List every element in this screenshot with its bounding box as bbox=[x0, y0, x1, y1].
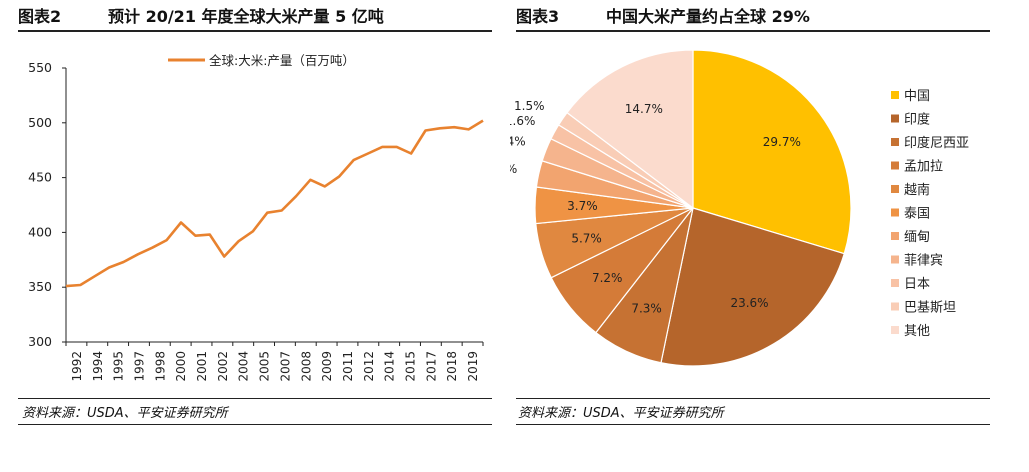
legend-label: 其他 bbox=[904, 324, 930, 339]
slice-value-label: 3.7% bbox=[567, 199, 598, 213]
legend-swatch bbox=[891, 91, 899, 99]
legend-swatch bbox=[891, 255, 899, 264]
y-tick-label: 300 bbox=[28, 334, 52, 349]
legend-label: 日本 bbox=[904, 277, 930, 292]
legend-swatch bbox=[891, 302, 899, 311]
y-tick-label: 500 bbox=[28, 115, 52, 130]
x-tick-label: 1994 bbox=[91, 351, 105, 382]
legend-label: 越南 bbox=[904, 182, 930, 198]
y-tick-label: 450 bbox=[28, 170, 52, 185]
legend-swatch bbox=[891, 279, 899, 287]
x-tick-label: 1997 bbox=[132, 351, 146, 382]
x-tick-label: 2019 bbox=[466, 351, 480, 382]
figure-panel-left: 图表2 预计 20/21 年度全球大米产量 5 亿吨 全球:大米:产量（百万吨） … bbox=[0, 0, 498, 472]
pie-data-labels: 29.7% 23.6% 7.3% 7.2% 5.7% 3.7% 2.7% 2.4% 1.6%1.… bbox=[510, 99, 801, 315]
x-tick-label: 2014 bbox=[383, 351, 397, 382]
source-rule bbox=[516, 398, 990, 399]
pie-slice bbox=[660, 207, 845, 367]
x-tick-label: 2004 bbox=[237, 351, 251, 382]
legend-swatch bbox=[891, 161, 899, 170]
legend-label: 印度 bbox=[904, 112, 930, 128]
figure-title: 预计 20/21 年度全球大米产量 5 亿吨 bbox=[108, 7, 384, 26]
chart-legend: 全球:大米:产量（百万吨） bbox=[168, 53, 355, 68]
pie-slice bbox=[566, 49, 694, 210]
slice-value-label: 7.3% bbox=[631, 301, 662, 315]
series-line bbox=[65, 119, 484, 288]
x-tick-labels: 1992 1994 1995 1997 1998 2000 2001 2002 2004 2005… bbox=[70, 351, 480, 382]
x-tick-label: 2000 bbox=[174, 351, 188, 382]
y-tick-labels: 300 350 400 450 500 550 bbox=[28, 60, 52, 349]
x-tick-label: 1995 bbox=[112, 351, 126, 382]
x-tick-label: 2005 bbox=[258, 351, 272, 382]
x-tick-label: 2018 bbox=[445, 351, 459, 382]
pie-chart: 29.7% 23.6% 7.3% 7.2% 5.7% 3.7% 2.7% 2.4% 1.6%1.… bbox=[510, 49, 969, 367]
pie-slices bbox=[534, 49, 852, 367]
x-tick-label: 1992 bbox=[70, 351, 84, 382]
x-tick-label: 2008 bbox=[299, 351, 313, 382]
legend-label: 泰国 bbox=[904, 207, 930, 222]
figure-title: 中国大米产量约占全球 29% bbox=[606, 7, 810, 26]
legend-label: 全球:大米:产量（百万吨） bbox=[209, 53, 355, 68]
x-tick-label: 2015 bbox=[404, 351, 418, 382]
legend-swatch bbox=[891, 114, 899, 123]
source-rule bbox=[18, 398, 492, 399]
header-rule bbox=[516, 30, 990, 32]
y-tick-label: 350 bbox=[28, 279, 52, 294]
legend-label: 菲律宾 bbox=[904, 253, 943, 269]
slice-value-label: 1.6% bbox=[510, 114, 535, 128]
legend-swatch bbox=[891, 232, 899, 240]
chart-axes bbox=[62, 67, 484, 346]
source-note: 资料来源：USDA、平安证券研究所 bbox=[22, 406, 228, 421]
x-tick-label: 2002 bbox=[216, 351, 230, 382]
x-tick-label: 2007 bbox=[278, 351, 292, 382]
slice-value-label: 29.7% bbox=[763, 135, 801, 149]
x-tick-label: 2011 bbox=[341, 351, 355, 382]
legend-label: 印度尼西亚 bbox=[904, 135, 969, 151]
x-tick-label: 2017 bbox=[424, 351, 438, 382]
y-tick-label: 400 bbox=[28, 224, 52, 239]
source-note: 资料来源：USDA、平安证券研究所 bbox=[518, 406, 724, 421]
x-tick-label: 2009 bbox=[320, 351, 334, 382]
header-rule bbox=[18, 30, 492, 32]
bottom-rule bbox=[516, 424, 990, 425]
figure-panel-right: 图表3 中国大米产量约占全球 29% 29.7% 23.6% 7.3% 7.2% 5.7%… bbox=[510, 0, 1029, 472]
legend-swatch bbox=[891, 138, 899, 146]
slice-value-label: 1.5% bbox=[514, 99, 545, 113]
x-tick-label: 2001 bbox=[195, 351, 209, 382]
slice-value-label: 23.6% bbox=[730, 296, 768, 310]
figure-number: 图表3 bbox=[516, 7, 560, 26]
legend-label: 孟加拉 bbox=[904, 160, 943, 175]
slice-value-label: 2.4% bbox=[510, 135, 526, 149]
legend-label: 中国 bbox=[904, 89, 930, 104]
legend-label: 巴基斯坦 bbox=[904, 301, 956, 316]
legend-swatch bbox=[891, 208, 899, 217]
slice-value-label: 2.7% bbox=[510, 162, 517, 176]
x-tick-label: 2012 bbox=[362, 351, 376, 382]
legend-swatch bbox=[891, 326, 899, 334]
pie-slice bbox=[692, 49, 852, 255]
y-tick-label: 550 bbox=[28, 60, 52, 75]
figure-number: 图表2 bbox=[18, 7, 62, 26]
slice-value-label: 5.7% bbox=[571, 231, 602, 245]
figure-header: 图表2 预计 20/21 年度全球大米产量 5 亿吨 bbox=[18, 6, 492, 28]
bottom-rule bbox=[18, 424, 492, 425]
x-tick-label: 1998 bbox=[153, 351, 167, 382]
slice-value-label: 7.2% bbox=[592, 271, 623, 285]
slice-value-label: 14.7% bbox=[625, 102, 663, 116]
legend-swatch bbox=[891, 185, 899, 193]
figure-header: 图表3 中国大米产量约占全球 29% bbox=[516, 6, 990, 28]
legend-label: 缅甸 bbox=[904, 230, 930, 245]
